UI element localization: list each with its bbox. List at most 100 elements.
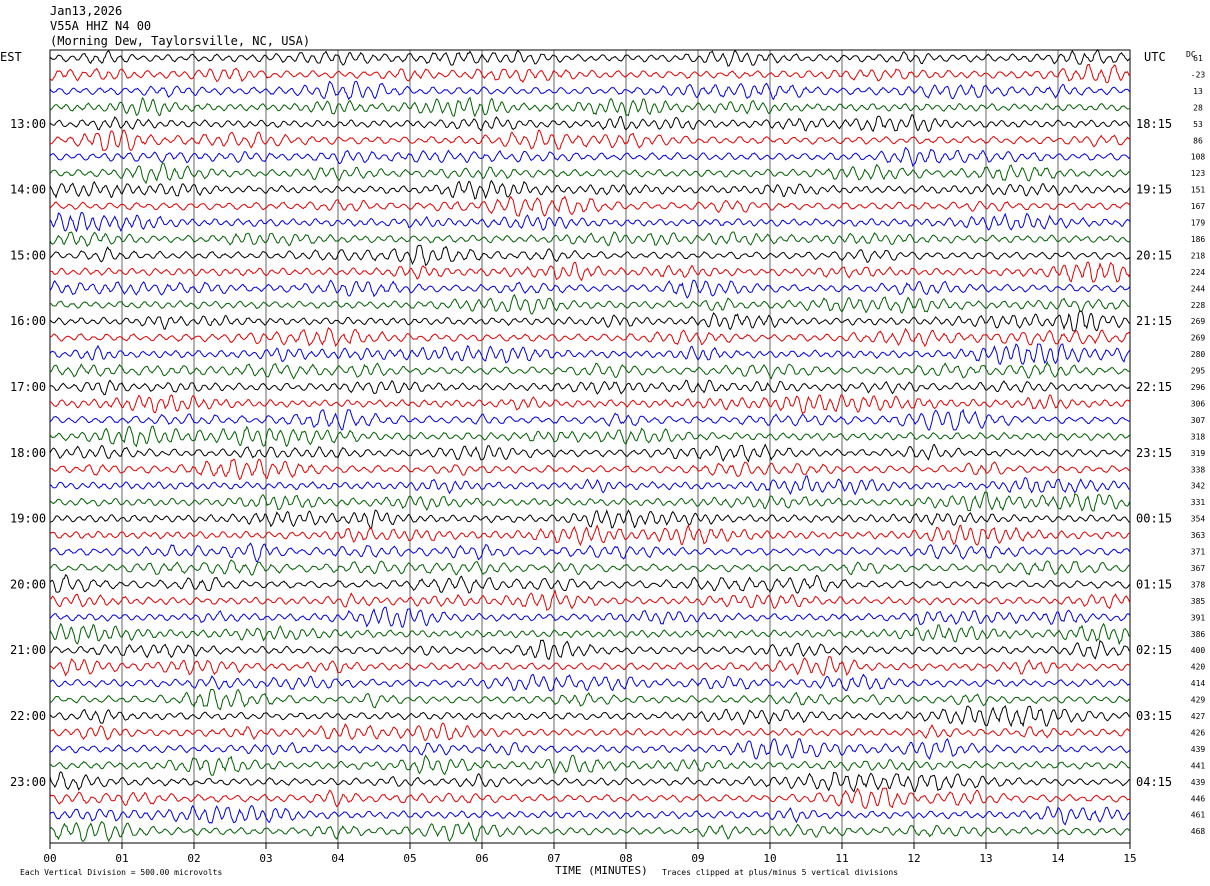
trace-row-3 [49,96,1131,118]
dc-offset-label: 378 [1191,580,1206,589]
trace-row-47 [49,820,1131,843]
dc-offset-label: 186 [1191,235,1206,244]
left-time-label: 17:00 [10,380,46,394]
trace-row-23 [49,425,1131,448]
right-time-label: 23:15 [1136,446,1172,460]
left-time-label: 16:00 [10,314,46,328]
dc-offset-label: 363 [1191,531,1206,540]
trace-row-8 [49,179,1131,200]
trace-row-38 [49,673,1131,692]
trace-row-21 [49,394,1131,415]
trace-row-37 [49,656,1131,677]
trace-row-10 [49,211,1131,233]
label-group: 00 01 02 03 04 05 06 07 08 09 10 11 12 13 14 15 61 -23 13 2… [10,54,1205,865]
dc-offset-label: 53 [1193,120,1203,129]
dc-offset-label: 386 [1191,630,1206,639]
trace-row-41 [49,722,1131,741]
right-time-label: 02:15 [1136,643,1172,657]
dc-offset-label: 280 [1191,350,1206,359]
dc-offset-label: 420 [1191,663,1206,672]
right-time-label: 19:15 [1136,183,1172,197]
trace-row-35 [49,622,1131,646]
trace-row-18 [49,343,1131,365]
trace-row-39 [49,689,1131,711]
dc-offset-label: 414 [1191,679,1206,688]
trace-row-6 [49,146,1131,168]
trace-row-43 [49,754,1131,776]
trace-row-27 [49,491,1131,512]
dc-offset-label: 400 [1191,646,1206,655]
dc-offset-label: 354 [1191,515,1206,524]
trace-row-46 [49,804,1131,826]
trace-row-1 [49,64,1131,84]
right-time-label: 01:15 [1136,577,1172,591]
right-time-label: 21:15 [1136,314,1172,328]
dc-offset-label: 367 [1191,564,1206,573]
trace-row-7 [49,162,1131,185]
dc-offset-label: 28 [1193,103,1203,112]
dc-offset-label: 296 [1191,383,1206,392]
right-time-label: 22:15 [1136,380,1172,394]
dc-offset-label: 342 [1191,482,1206,491]
dc-offset-label: 218 [1191,251,1206,260]
left-time-label: 19:00 [10,512,46,526]
dc-offset-label: 61 [1193,54,1203,63]
trace-row-45 [49,787,1131,809]
trace-row-28 [49,509,1131,530]
x-tick-label: 12 [907,852,920,865]
left-time-label: 15:00 [10,248,46,262]
dc-offset-label: 468 [1191,827,1206,836]
dc-offset-label: 244 [1191,284,1206,293]
right-time-label: 20:15 [1136,248,1172,262]
trace-row-25 [49,458,1131,481]
x-tick-label: 05 [403,852,416,865]
dc-offset-label: 385 [1191,597,1206,606]
header-station: V55A HHZ N4 00 [50,19,152,33]
dc-offset-label: 426 [1191,728,1206,737]
dc-offset-label: 269 [1191,334,1206,343]
x-tick-label: 08 [619,852,632,865]
x-tick-label: 11 [835,852,848,865]
x-axis-label: TIME (MINUTES) [555,864,648,877]
dc-offset-label: 167 [1191,202,1206,211]
dc-offset-label: 269 [1191,317,1206,326]
left-time-label: 22:00 [10,709,46,723]
trace-row-17 [49,327,1131,348]
trace-group [49,48,1131,843]
dc-offset-label: 295 [1191,367,1206,376]
dc-offset-label: 318 [1191,432,1206,441]
right-time-label: 18:15 [1136,117,1172,131]
dc-offset-label: 13 [1193,87,1203,96]
left-time-label: 13:00 [10,117,46,131]
dc-offset-label: 179 [1191,219,1206,228]
trace-row-15 [49,293,1131,315]
trace-row-19 [49,360,1131,380]
x-tick-label: 01 [115,852,128,865]
dc-offset-label: 151 [1191,186,1206,195]
dc-offset-label: -23 [1191,70,1206,79]
header-date: Jan13,2026 [50,4,123,18]
left-time-label: 23:00 [10,775,46,789]
dc-offset-label: 319 [1191,449,1206,458]
trace-row-14 [49,279,1131,299]
trace-row-12 [49,244,1131,267]
x-tick-label: 14 [1051,852,1065,865]
dc-label: DC [1186,50,1196,59]
dc-offset-label: 224 [1191,268,1206,277]
trace-row-24 [49,443,1131,463]
left-time-label: 21:00 [10,643,46,657]
dc-offset-label: 441 [1191,761,1206,770]
x-tick-label: 15 [1123,852,1136,865]
x-tick-label: 10 [763,852,776,865]
trace-row-31 [49,559,1131,576]
trace-row-13 [49,261,1131,283]
dc-offset-label: 371 [1191,548,1206,557]
dc-offset-label: 331 [1191,498,1206,507]
header-location: (Morning Dew, Taylorsville, NC, USA) [50,34,311,48]
x-tick-label: 09 [691,852,704,865]
x-tick-label: 13 [979,852,992,865]
x-tick-label: 03 [259,852,272,865]
left-time-label: 18:00 [10,446,46,460]
trace-row-36 [49,639,1131,660]
left-axis-label: EST [0,50,22,64]
